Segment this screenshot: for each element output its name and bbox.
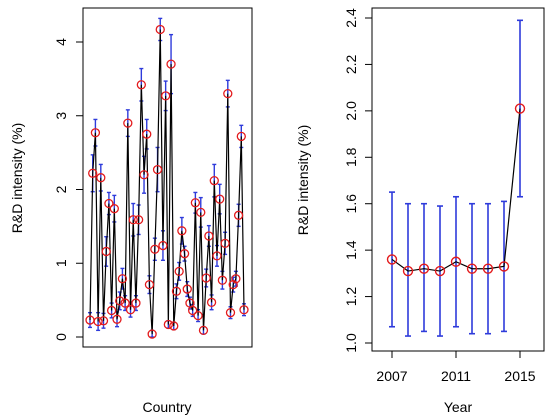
- country-points: [85, 24, 249, 339]
- country-data-point: [228, 279, 238, 290]
- country-data-point: [109, 204, 119, 214]
- country-data-point: [233, 210, 244, 220]
- country-data-point: [98, 316, 109, 326]
- year-plot-frame: [371, 7, 545, 352]
- country-data-point: [136, 80, 146, 90]
- country-data-point: [88, 168, 98, 178]
- year-y-tick-label: 2.4: [343, 8, 359, 28]
- year-y-tick-label: 1.0: [343, 333, 359, 353]
- country-data-point: [190, 198, 201, 208]
- country-data-point: [179, 249, 190, 259]
- year-data-point: [402, 265, 414, 277]
- country-data-point: [223, 88, 233, 99]
- country-data-point: [131, 298, 141, 308]
- country-data-point: [125, 305, 136, 315]
- country-data-point: [225, 308, 236, 318]
- year-y-axis: 1.0 1.2 1.4 1.6 1.8 2.0 2.2 2.4: [343, 8, 372, 353]
- country-data-point: [231, 274, 241, 284]
- country-data-point: [150, 244, 160, 254]
- country-data-point: [106, 305, 117, 316]
- year-y-tick-label: 1.2: [343, 287, 359, 307]
- country-y-tick-label: 0: [53, 333, 69, 341]
- year-data-point: [514, 103, 526, 114]
- country-y-tick-label: 4: [53, 38, 69, 46]
- year-data-point: [450, 256, 462, 267]
- year-x-axis-title: Year: [444, 399, 473, 415]
- country-data-point: [139, 170, 149, 180]
- year-points: [386, 103, 526, 277]
- country-data-point: [147, 329, 157, 339]
- country-data-point: [215, 194, 225, 204]
- year-chart: 1.0 1.2 1.4 1.6 1.8 2.0 2.2 2.4 2007 2011 2015 R&…: [295, 7, 545, 415]
- year-data-point: [418, 263, 430, 274]
- country-data-point: [198, 325, 209, 336]
- country-data-point: [96, 173, 106, 183]
- year-data-point: [498, 261, 510, 272]
- year-x-tick-label: 2007: [376, 368, 407, 384]
- country-data-point: [117, 274, 128, 284]
- country-data-point: [220, 238, 230, 248]
- country-data-point: [101, 246, 111, 257]
- country-data-point: [209, 175, 219, 186]
- country-data-point: [93, 316, 103, 327]
- country-data-point: [90, 128, 101, 138]
- year-x-axis: 2007 2011 2015: [376, 350, 536, 384]
- country-data-point: [166, 59, 176, 69]
- country-data-point: [160, 91, 171, 101]
- country-chart: 0 1 2 3 4 R&D intensity (%) Country: [9, 7, 253, 415]
- country-data-point: [123, 118, 133, 128]
- country-data-point: [144, 279, 155, 290]
- country-data-point: [236, 131, 246, 142]
- country-y-tick-label: 3: [53, 112, 69, 120]
- country-data-point: [163, 319, 174, 330]
- country-data-point: [217, 275, 228, 285]
- country-x-axis-title: Country: [142, 399, 191, 415]
- country-data-point: [112, 314, 122, 324]
- year-data-point: [466, 263, 478, 274]
- country-data-point: [174, 266, 184, 277]
- country-data-point: [188, 305, 198, 316]
- country-data-point: [201, 273, 211, 283]
- country-data-point: [196, 207, 206, 218]
- country-y-axis-title: R&D intensity (%): [9, 123, 25, 233]
- country-data-point: [128, 215, 138, 225]
- country-data-point: [104, 198, 114, 209]
- year-y-tick-label: 2.0: [343, 101, 359, 121]
- country-y-axis: 0 1 2 3 4: [53, 38, 83, 341]
- country-y-tick-label: 2: [53, 185, 69, 193]
- year-y-tick-label: 1.8: [343, 147, 359, 167]
- country-data-point: [193, 310, 203, 321]
- country-data-point: [133, 215, 144, 225]
- year-y-tick-label: 2.2: [343, 54, 359, 74]
- country-plot-frame: [82, 7, 253, 348]
- country-data-point: [212, 251, 222, 261]
- year-y-tick-label: 1.4: [343, 240, 359, 260]
- year-x-tick-label: 2011: [441, 368, 471, 384]
- year-data-point: [386, 254, 398, 265]
- country-data-point: [142, 129, 152, 139]
- country-data-point: [152, 164, 163, 175]
- country-data-point: [169, 321, 179, 331]
- country-series-line: [89, 29, 245, 335]
- country-data-point: [171, 286, 182, 296]
- country-data-point: [115, 296, 125, 306]
- country-y-tick-label: 1: [53, 259, 69, 267]
- country-data-point: [239, 305, 249, 315]
- year-error-bars: [389, 19, 523, 337]
- country-data-point: [182, 284, 192, 294]
- country-data-point: [120, 298, 130, 308]
- country-data-point: [177, 226, 187, 236]
- country-data-point: [206, 297, 217, 307]
- year-data-point: [482, 263, 494, 274]
- year-data-point: [434, 265, 446, 277]
- year-series-line: [391, 108, 521, 272]
- year-y-tick-label: 1.6: [343, 194, 359, 214]
- year-y-axis-title: R&D intensity (%): [295, 125, 311, 235]
- country-data-point: [204, 231, 214, 241]
- country-data-point: [158, 240, 168, 251]
- country-data-point: [155, 24, 165, 35]
- year-x-tick-label: 2015: [504, 368, 535, 384]
